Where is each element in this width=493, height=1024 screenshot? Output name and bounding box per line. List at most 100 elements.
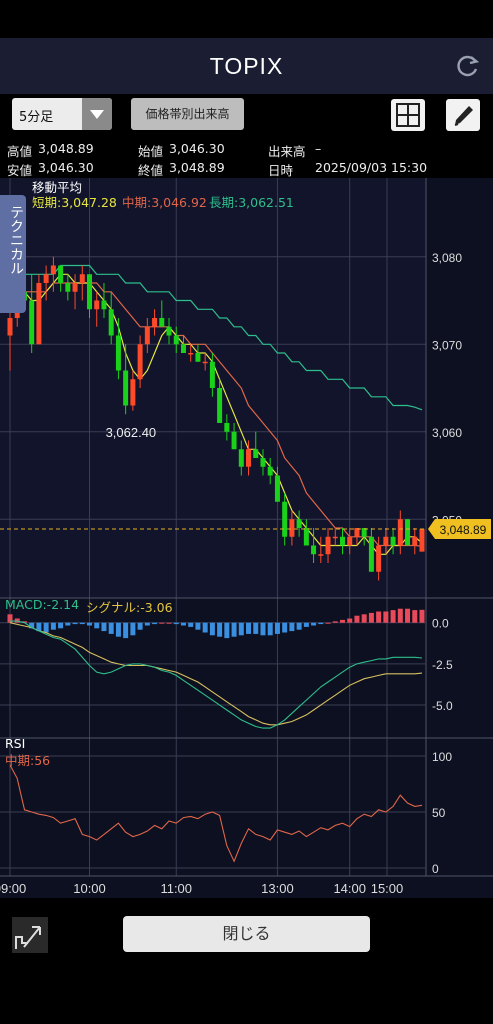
candle-body bbox=[152, 318, 158, 327]
ma-title: 移動平均 bbox=[32, 180, 83, 195]
macd-histogram-bar bbox=[21, 621, 27, 623]
candle-body bbox=[72, 283, 78, 292]
macd-layer bbox=[7, 608, 425, 729]
macd-histogram-bar bbox=[79, 622, 85, 625]
macd-histogram-bar bbox=[318, 622, 324, 625]
candle-body bbox=[397, 519, 403, 546]
high-value: 3,048.89 bbox=[38, 141, 94, 156]
macd-histogram-bar bbox=[238, 622, 244, 636]
candle-body bbox=[29, 300, 35, 345]
time-tick-label: 09:00 bbox=[0, 881, 26, 896]
candle-body bbox=[282, 501, 288, 537]
refresh-icon[interactable] bbox=[455, 53, 481, 79]
rsi-mid-legend: 中期:56 bbox=[5, 753, 51, 768]
macd-histogram-bar bbox=[361, 614, 367, 623]
open-label: 始値 bbox=[138, 144, 164, 159]
macd-histogram-bar bbox=[390, 610, 396, 623]
close-button[interactable]: 閉じる bbox=[123, 916, 370, 952]
macd-legend: MACD:-2.14 bbox=[5, 597, 80, 612]
macd-tick-label: 0.0 bbox=[432, 617, 449, 631]
technical-tab[interactable]: テクニカル bbox=[0, 195, 26, 313]
candle-body bbox=[202, 361, 208, 364]
candle-body bbox=[180, 344, 186, 353]
ma-long-line bbox=[10, 264, 423, 411]
candle-body bbox=[137, 344, 143, 380]
close-value: 3,048.89 bbox=[169, 160, 225, 175]
pen-icon[interactable] bbox=[446, 99, 480, 131]
rsi-line bbox=[9, 764, 423, 863]
volume-profile-button[interactable]: 価格帯別出来高 bbox=[131, 98, 244, 130]
macd-histogram-bar bbox=[405, 608, 411, 623]
signal-line bbox=[9, 622, 423, 726]
candle-body bbox=[108, 309, 114, 336]
macd-histogram-bar bbox=[311, 622, 317, 626]
candle-body bbox=[253, 449, 259, 458]
time-tick-label: 11:00 bbox=[160, 881, 192, 896]
axis-layer: 3,0803,0703,0603,05009:0010:0011:0013:00… bbox=[0, 251, 491, 896]
candle-body bbox=[332, 536, 338, 539]
macd-histogram-bar bbox=[130, 622, 136, 636]
macd-histogram-bar bbox=[144, 622, 150, 626]
rsi-tick-label: 100 bbox=[432, 750, 452, 764]
ma-mid-legend: 中期:3,046.92 bbox=[122, 195, 207, 210]
candle-body bbox=[7, 318, 13, 336]
candle-body bbox=[188, 353, 194, 355]
price-tick-label: 3,060 bbox=[432, 426, 462, 440]
candle-body bbox=[419, 528, 425, 552]
chart-canvas[interactable]: 3,062.40 3,0803,0703,0603,05009:0010:001… bbox=[0, 178, 493, 898]
macd-tick-label: -2.5 bbox=[432, 658, 453, 672]
macd-histogram-bar bbox=[36, 622, 42, 632]
candle-body bbox=[50, 265, 56, 275]
candle-body bbox=[231, 431, 237, 450]
macd-histogram-bar bbox=[339, 619, 345, 623]
low-value: 3,046.30 bbox=[38, 160, 94, 175]
close-label: 終値 bbox=[138, 163, 164, 178]
macd-histogram-bar bbox=[152, 622, 158, 625]
macd-histogram-bar bbox=[188, 622, 194, 627]
candle-body bbox=[339, 536, 345, 546]
low-annotation: 3,062.40 bbox=[106, 425, 157, 440]
price-tick-label: 3,080 bbox=[432, 251, 462, 265]
candle-body bbox=[390, 536, 396, 546]
candle-body bbox=[87, 274, 93, 310]
rsi-title: RSI bbox=[5, 736, 26, 751]
open-value: 3,046.30 bbox=[169, 141, 225, 156]
candle-body bbox=[166, 326, 172, 336]
macd-histogram-bar bbox=[253, 622, 259, 634]
ma-short-line bbox=[9, 273, 423, 555]
candle-body bbox=[101, 300, 107, 310]
candle-body bbox=[347, 536, 353, 546]
macd-histogram-bar bbox=[166, 622, 172, 624]
candle-body bbox=[217, 388, 223, 423]
macd-histogram-bar bbox=[72, 622, 78, 625]
macd-histogram-bar bbox=[246, 622, 252, 634]
macd-histogram-bar bbox=[282, 622, 288, 633]
high-label: 高値 bbox=[7, 144, 33, 159]
candle-body bbox=[303, 528, 309, 546]
macd-histogram-bar bbox=[274, 622, 280, 634]
back-icon[interactable] bbox=[12, 917, 48, 953]
last-price-tag bbox=[428, 518, 491, 539]
candle-body bbox=[376, 545, 382, 572]
macd-histogram-bar bbox=[217, 622, 223, 637]
candle-body bbox=[405, 519, 411, 546]
candle-body bbox=[274, 475, 280, 502]
period-select[interactable]: 5分足 bbox=[12, 98, 112, 130]
macd-histogram-bar bbox=[412, 610, 418, 623]
macd-tick-label: -5.0 bbox=[432, 699, 453, 713]
candle-body bbox=[238, 449, 244, 467]
macd-histogram-bar bbox=[260, 622, 266, 636]
macd-histogram-bar bbox=[101, 622, 107, 632]
candle-body bbox=[289, 519, 295, 537]
candle-body bbox=[130, 379, 136, 406]
macd-histogram-bar bbox=[224, 622, 230, 639]
macd-histogram-bar bbox=[332, 621, 338, 623]
grid-icon[interactable] bbox=[391, 99, 425, 131]
page-title: TOPIX bbox=[209, 53, 284, 79]
macd-histogram-bar bbox=[231, 622, 237, 637]
last-price-tag-label: 3,048.89 bbox=[440, 523, 487, 537]
rsi-tick-label: 0 bbox=[432, 862, 439, 876]
date-label: 日時 bbox=[268, 163, 294, 178]
chevron-down-icon bbox=[82, 98, 112, 130]
macd-histogram-bar bbox=[159, 622, 165, 624]
